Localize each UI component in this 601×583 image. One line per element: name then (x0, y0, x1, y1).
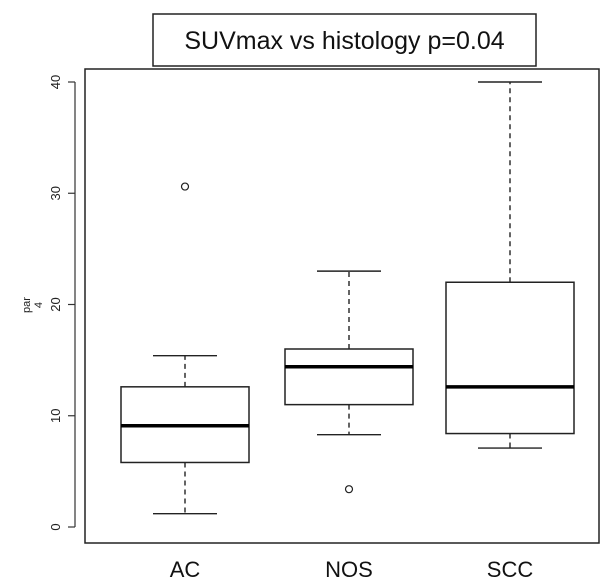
y-tick-label: 10 (48, 409, 63, 423)
y-tick-label: 40 (48, 75, 63, 89)
iqr-box (284, 348, 414, 406)
outlier-point (180, 182, 190, 191)
box-ac (120, 182, 250, 515)
y-tick-label: 0 (48, 523, 63, 530)
y-axis-ticks: 0 10 20 30 40 (48, 75, 75, 531)
y-axis-label-line-1: par (21, 297, 33, 313)
y-axis-label: par 4 (21, 297, 45, 313)
box-series (120, 81, 575, 515)
y-tick-label: 30 (48, 186, 63, 200)
title-group: SUVmax vs histology p=0.04 (152, 13, 537, 67)
chart-title: SUVmax vs histology p=0.04 (184, 27, 504, 55)
title-box (152, 13, 537, 67)
y-axis-label-line-2: 4 (33, 302, 45, 308)
box-scc (445, 81, 575, 449)
y-tick-label: 20 (48, 297, 63, 311)
x-category-label: NOS (325, 557, 373, 582)
x-axis-categories: AC NOS SCC (170, 557, 534, 582)
x-category-label: AC (170, 557, 201, 582)
x-category-label: SCC (487, 557, 534, 582)
iqr-box (445, 281, 575, 435)
outlier-point (344, 485, 354, 494)
box-nos (284, 270, 414, 494)
plot-frame (84, 68, 600, 544)
